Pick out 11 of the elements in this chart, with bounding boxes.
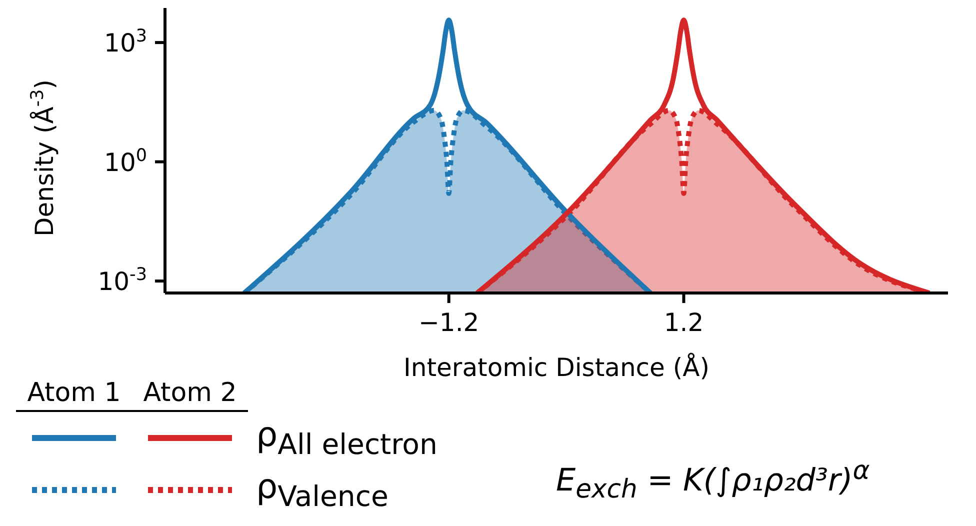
- text: Atom 2: [142, 378, 238, 410]
- y-tick-label: 10$^{-3}$: [98, 265, 147, 296]
- text: E$_{exch}$ = K(∫ρ₁ρ₂d³r)$^{α}$: [556, 456, 870, 505]
- legend-label: ρ$_{Valence}$: [256, 467, 388, 513]
- x-tick-label: −1.2: [418, 308, 480, 337]
- x-axis-title: Interatomic Distance (Å): [404, 352, 710, 382]
- legend-label: ρ$_{All electron}$: [256, 415, 438, 461]
- y-tick-label: 10$^{3}$: [104, 26, 147, 58]
- x-tick-label: 1.2: [664, 308, 704, 337]
- text: Atom 1: [26, 378, 122, 410]
- y-tick-label: 10$^{0}$: [104, 146, 147, 177]
